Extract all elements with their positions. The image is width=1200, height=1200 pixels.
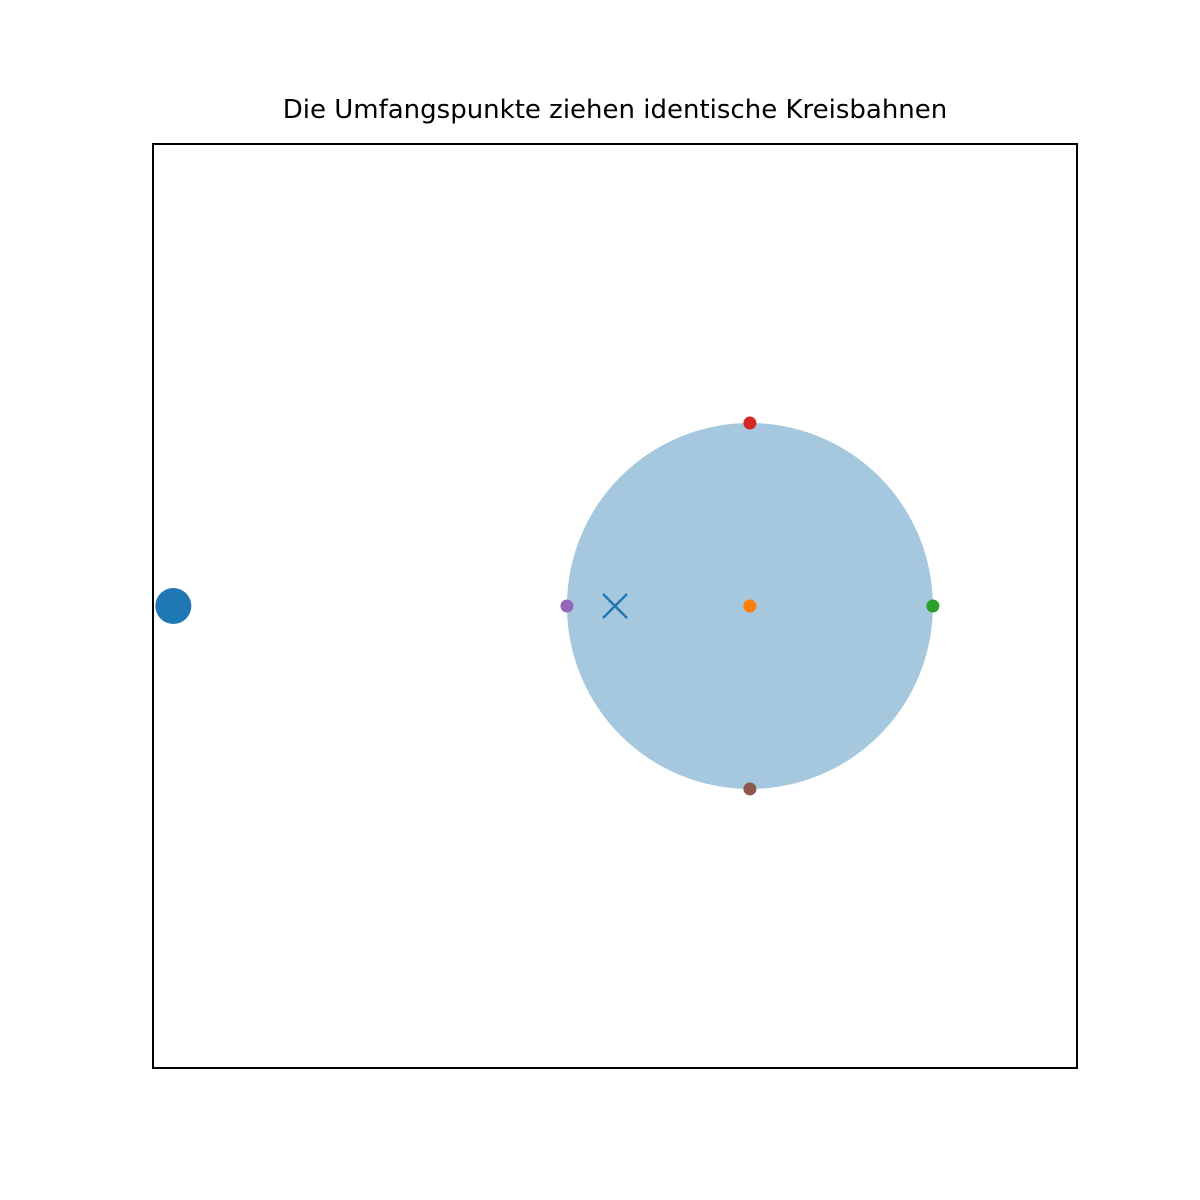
x-marker — [602, 593, 628, 619]
chart-title: Die Umfangspunkte ziehen identische Krei… — [282, 95, 948, 125]
left-point — [560, 599, 574, 613]
center-point — [743, 599, 757, 613]
top-point — [743, 416, 757, 430]
large-blue-point — [155, 588, 192, 624]
chart-marks — [155, 416, 940, 796]
bottom-point — [743, 782, 757, 796]
right-point — [926, 599, 940, 613]
